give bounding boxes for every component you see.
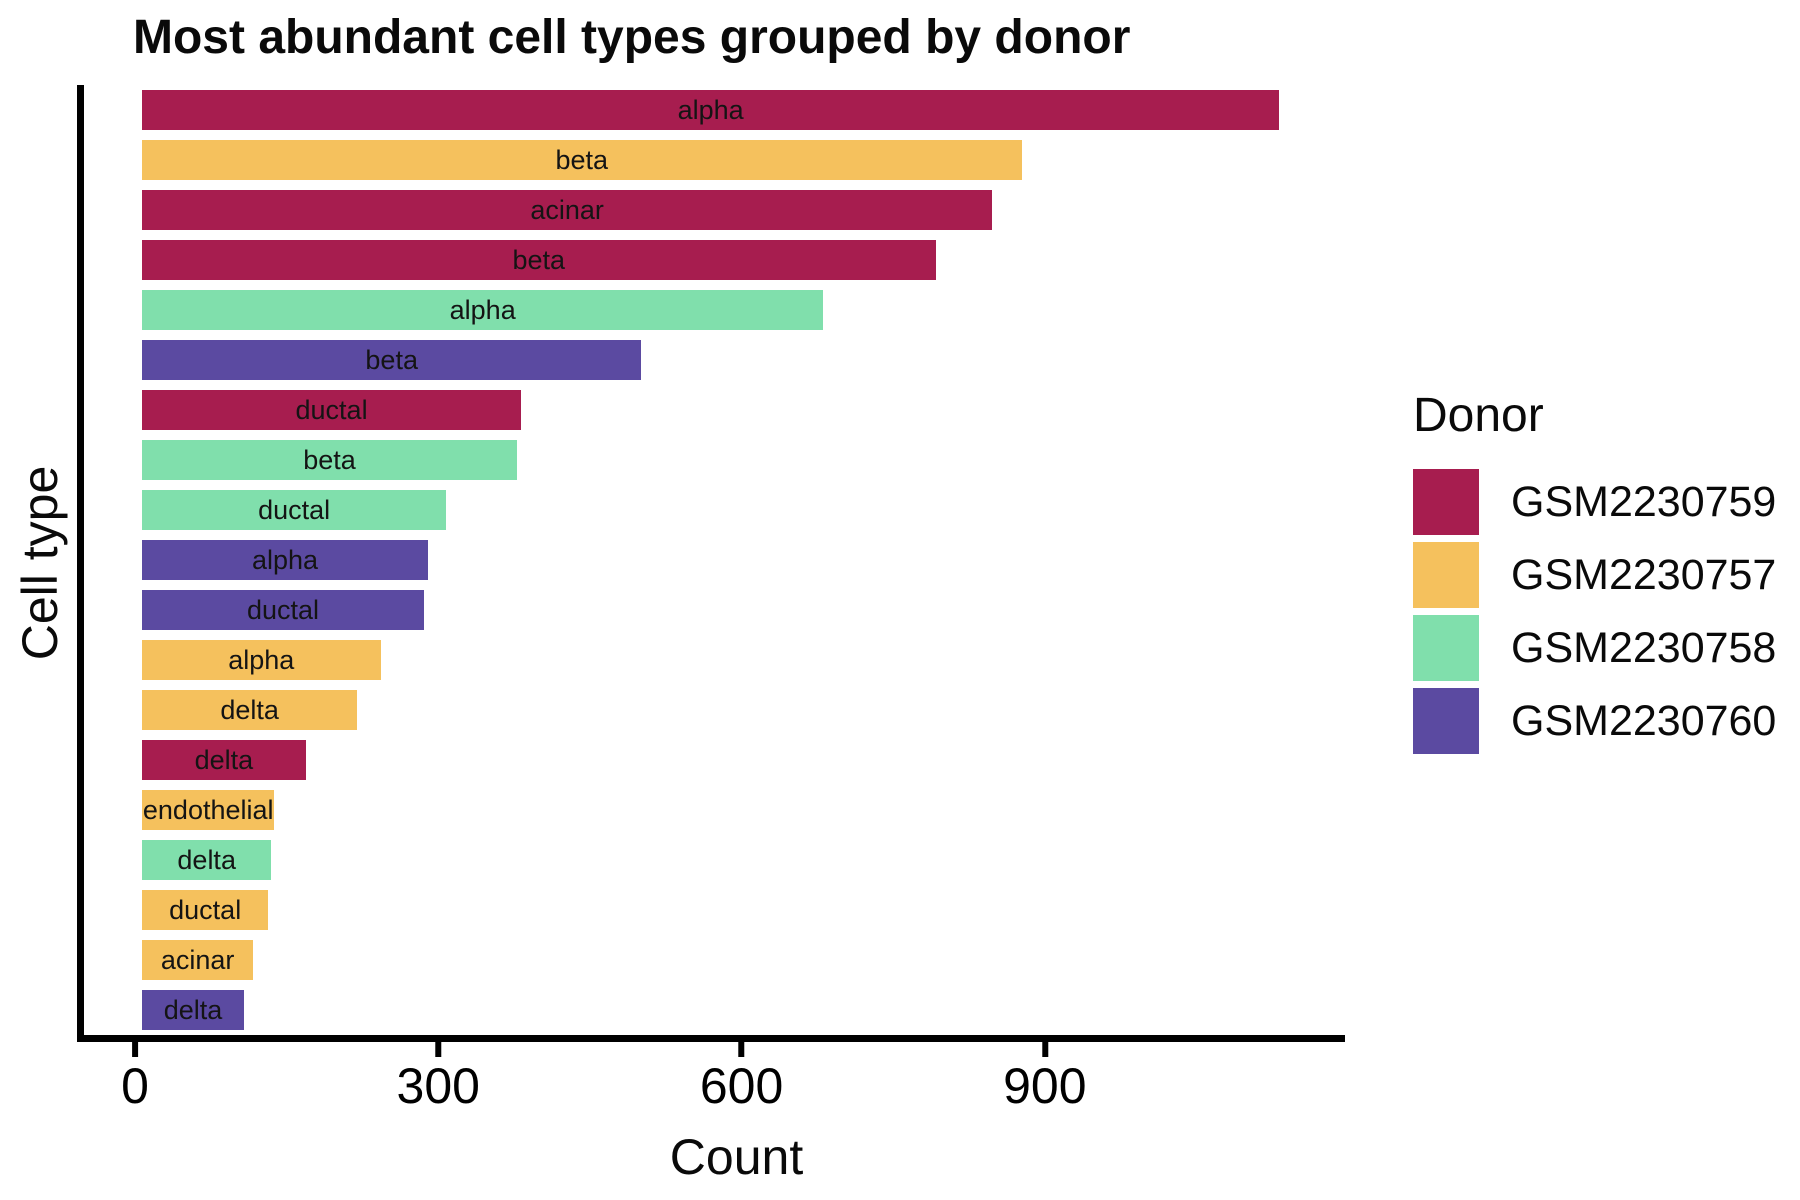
- bar-delta-GSM2230760: delta: [142, 990, 245, 1030]
- legend-entry-GSM2230759: GSM2230759: [1413, 469, 1776, 535]
- bar-delta-GSM2230758: delta: [142, 840, 272, 880]
- bar-row: beta: [142, 240, 1345, 280]
- bar-label: delta: [220, 694, 279, 725]
- legend-swatch: [1413, 469, 1479, 535]
- bar-endothelial-GSM2230757: endothelial: [142, 790, 275, 830]
- bar-label: ductal: [169, 894, 242, 925]
- bar-ductal-GSM2230757: ductal: [142, 890, 269, 930]
- bar-beta-GSM2230759: beta: [142, 240, 936, 280]
- bar-row: beta: [142, 140, 1345, 180]
- bar-row: acinar: [142, 190, 1345, 230]
- x-tick-label: 300: [396, 1058, 480, 1114]
- x-tick-label: 900: [1003, 1058, 1087, 1114]
- bar-acinar-GSM2230757: acinar: [142, 940, 254, 980]
- x-tick-900: 900: [1003, 1042, 1087, 1114]
- bar-row: alpha: [142, 90, 1345, 130]
- bar-row: delta: [142, 840, 1345, 880]
- legend-label: GSM2230759: [1511, 477, 1777, 526]
- legend-entries: GSM2230759 GSM2230757 GSM2230758 GSM2230760: [1413, 469, 1776, 754]
- bar-alpha-GSM2230757: alpha: [142, 640, 381, 680]
- x-tick-300: 300: [397, 1042, 480, 1111]
- bar-label: ductal: [295, 394, 368, 425]
- bar-label: alpha: [677, 94, 744, 125]
- bar-alpha-GSM2230759: alpha: [142, 90, 1280, 130]
- legend-label: GSM2230758: [1511, 623, 1777, 672]
- x-tick-label: 600: [699, 1058, 784, 1114]
- bar-beta-GSM2230758: beta: [142, 440, 518, 480]
- legend-swatch: [1413, 615, 1479, 681]
- bar-label: delta: [194, 744, 254, 775]
- legend-swatch: [1413, 542, 1479, 608]
- bar-row: ductal: [142, 390, 1345, 430]
- bar-row: endothelial: [142, 790, 1345, 830]
- bar-row: alpha: [142, 540, 1345, 580]
- legend-label: GSM2230760: [1511, 696, 1777, 745]
- bar-label: beta: [555, 144, 609, 175]
- x-tick-600: 600: [700, 1042, 783, 1111]
- y-axis-label: Cell type: [12, 465, 68, 661]
- bar-row: beta: [142, 440, 1345, 480]
- bar-row: ductal: [142, 590, 1345, 630]
- bars-container: alpha beta acinar beta alpha beta ductal beta du…: [142, 85, 1345, 1035]
- bar-beta-GSM2230757: beta: [142, 140, 1022, 180]
- legend: Donor GSM2230759 GSM2230757 GSM2230758 GSM2…: [1413, 388, 1776, 761]
- bar-row: acinar: [142, 940, 1345, 980]
- bar-row: ductal: [142, 490, 1345, 530]
- bar-row: beta: [142, 340, 1345, 380]
- bar-ductal-GSM2230760: ductal: [142, 590, 425, 630]
- plot-area: alpha beta acinar beta alpha beta ductal beta du…: [77, 85, 1345, 1042]
- bar-label: acinar: [160, 944, 235, 975]
- bar-label: beta: [512, 244, 566, 275]
- x-tick-mark: [1041, 1042, 1048, 1057]
- x-tick-mark: [132, 1042, 138, 1057]
- x-tick-0: 0: [121, 1042, 149, 1111]
- bar-label: alpha: [449, 294, 516, 325]
- bar-label: beta: [365, 344, 418, 375]
- bar-delta-GSM2230757: delta: [142, 690, 358, 730]
- legend-title: Donor: [1413, 389, 1544, 442]
- legend-entry-GSM2230758: GSM2230758: [1413, 615, 1776, 681]
- bar-label: acinar: [530, 194, 604, 225]
- bar-label: endothelial: [142, 794, 274, 825]
- bar-row: alpha: [142, 640, 1345, 680]
- bar-delta-GSM2230759: delta: [142, 740, 306, 780]
- bar-label: alpha: [252, 544, 319, 575]
- bar-row: delta: [142, 990, 1345, 1030]
- chart-title: Most abundant cell types grouped by dono…: [133, 11, 1131, 64]
- bar-label: ductal: [258, 494, 331, 525]
- legend-entry-GSM2230757: GSM2230757: [1413, 542, 1776, 608]
- x-tick-label: 0: [121, 1058, 149, 1114]
- x-axis-label: Count: [669, 1129, 804, 1185]
- bar-ductal-GSM2230759: ductal: [142, 390, 522, 430]
- bar-label: delta: [163, 994, 223, 1025]
- bar-alpha-GSM2230758: alpha: [142, 290, 824, 330]
- bar-row: delta: [142, 740, 1345, 780]
- x-tick-mark: [435, 1042, 442, 1057]
- legend-swatch: [1413, 688, 1479, 754]
- bar-acinar-GSM2230759: acinar: [142, 190, 993, 230]
- legend-label: GSM2230757: [1511, 550, 1777, 599]
- bar-alpha-GSM2230760: alpha: [142, 540, 429, 580]
- bar-label: beta: [303, 444, 356, 475]
- x-tick-mark: [738, 1042, 745, 1057]
- bar-beta-GSM2230760: beta: [142, 340, 642, 380]
- bar-label: delta: [177, 844, 236, 875]
- bar-row: delta: [142, 690, 1345, 730]
- bar-ductal-GSM2230758: ductal: [142, 490, 447, 530]
- legend-entry-GSM2230760: GSM2230760: [1413, 688, 1776, 754]
- bar-row: alpha: [142, 290, 1345, 330]
- bar-row: ductal: [142, 890, 1345, 930]
- bar-label: alpha: [228, 644, 295, 675]
- bar-label: ductal: [246, 594, 320, 625]
